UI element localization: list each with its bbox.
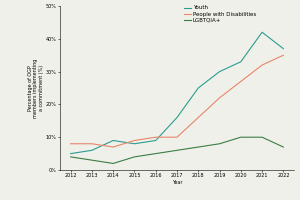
People with Disabilities: [90, 143, 94, 145]
Line: Youth: Youth: [70, 32, 284, 154]
LGBTQIA+: [111, 162, 115, 165]
Youth: [239, 61, 243, 63]
LGBTQIA+: [196, 146, 200, 148]
Line: People with Disabilities: People with Disabilities: [70, 55, 284, 147]
LGBTQIA+: [218, 143, 221, 145]
People with Disabilities: [218, 97, 221, 99]
People with Disabilities: [282, 54, 285, 56]
Youth: [218, 70, 221, 73]
Youth: [154, 139, 158, 142]
X-axis label: Year: Year: [172, 180, 182, 185]
Youth: [282, 47, 285, 50]
Youth: [69, 152, 72, 155]
LGBTQIA+: [282, 146, 285, 148]
Y-axis label: Percentage of OGP
members implementing
a commitment (%): Percentage of OGP members implementing a…: [28, 58, 44, 118]
Youth: [260, 31, 264, 33]
LGBTQIA+: [133, 156, 136, 158]
Line: LGBTQIA+: LGBTQIA+: [70, 137, 284, 163]
Youth: [133, 143, 136, 145]
LGBTQIA+: [154, 152, 158, 155]
Youth: [175, 116, 179, 119]
LGBTQIA+: [239, 136, 243, 138]
LGBTQIA+: [260, 136, 264, 138]
People with Disabilities: [175, 136, 179, 138]
People with Disabilities: [133, 139, 136, 142]
Legend: Youth, People with Disabilities, LGBTQIA+: Youth, People with Disabilities, LGBTQIA…: [184, 5, 256, 23]
People with Disabilities: [260, 64, 264, 66]
People with Disabilities: [154, 136, 158, 138]
Youth: [90, 149, 94, 152]
People with Disabilities: [69, 143, 72, 145]
Youth: [196, 87, 200, 89]
Youth: [111, 139, 115, 142]
LGBTQIA+: [175, 149, 179, 152]
People with Disabilities: [239, 80, 243, 83]
LGBTQIA+: [90, 159, 94, 161]
People with Disabilities: [196, 116, 200, 119]
LGBTQIA+: [69, 156, 72, 158]
People with Disabilities: [111, 146, 115, 148]
